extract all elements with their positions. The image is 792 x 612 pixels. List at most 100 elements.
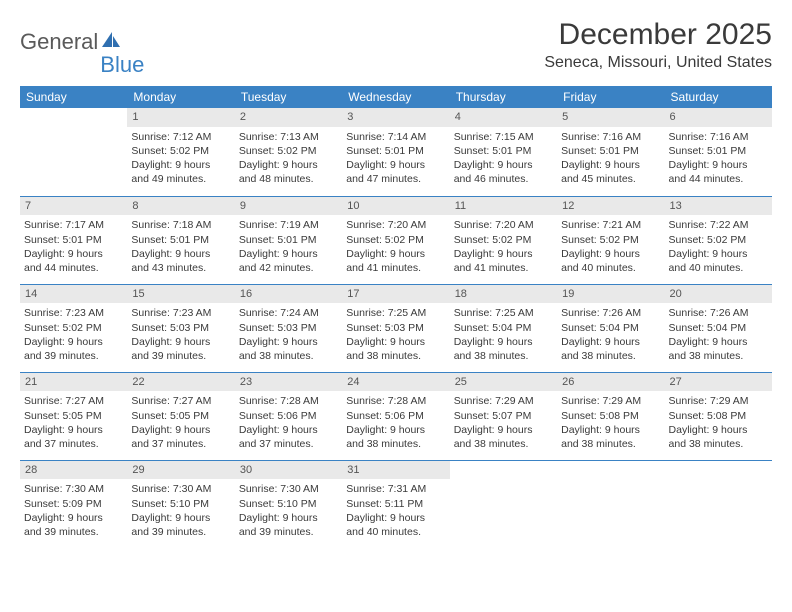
daylight-text: Daylight: 9 hours [24, 423, 123, 437]
daylight-text: Daylight: 9 hours [561, 335, 660, 349]
calendar-cell: 1Sunrise: 7:12 AMSunset: 5:02 PMDaylight… [127, 108, 234, 196]
daylight-text: Daylight: 9 hours [454, 158, 553, 172]
calendar-cell: 8Sunrise: 7:18 AMSunset: 5:01 PMDaylight… [127, 196, 234, 284]
calendar-row: 21Sunrise: 7:27 AMSunset: 5:05 PMDayligh… [20, 372, 772, 460]
day-header: Saturday [665, 86, 772, 108]
daylight-text: and 43 minutes. [131, 261, 230, 275]
daylight-text: and 37 minutes. [239, 437, 338, 451]
day-number: 13 [665, 197, 772, 216]
day-header: Monday [127, 86, 234, 108]
sunset-text: Sunset: 5:09 PM [24, 497, 123, 511]
day-number: 31 [342, 461, 449, 480]
day-header: Wednesday [342, 86, 449, 108]
calendar-cell: 13Sunrise: 7:22 AMSunset: 5:02 PMDayligh… [665, 196, 772, 284]
day-number: 21 [20, 373, 127, 392]
calendar-cell: 23Sunrise: 7:28 AMSunset: 5:06 PMDayligh… [235, 372, 342, 460]
daylight-text: Daylight: 9 hours [239, 423, 338, 437]
daylight-text: and 37 minutes. [131, 437, 230, 451]
sunrise-text: Sunrise: 7:19 AM [239, 218, 338, 232]
daylight-text: Daylight: 9 hours [346, 335, 445, 349]
sunrise-text: Sunrise: 7:30 AM [131, 482, 230, 496]
daylight-text: and 40 minutes. [346, 525, 445, 539]
daylight-text: and 38 minutes. [669, 349, 768, 363]
daylight-text: and 45 minutes. [561, 172, 660, 186]
calendar-cell: 14Sunrise: 7:23 AMSunset: 5:02 PMDayligh… [20, 284, 127, 372]
day-number: 23 [235, 373, 342, 392]
sunset-text: Sunset: 5:01 PM [239, 233, 338, 247]
day-header: Tuesday [235, 86, 342, 108]
daylight-text: Daylight: 9 hours [239, 335, 338, 349]
sunset-text: Sunset: 5:04 PM [454, 321, 553, 335]
sunset-text: Sunset: 5:01 PM [346, 144, 445, 158]
sunrise-text: Sunrise: 7:18 AM [131, 218, 230, 232]
sunrise-text: Sunrise: 7:23 AM [24, 306, 123, 320]
day-header: Sunday [20, 86, 127, 108]
day-number: 29 [127, 461, 234, 480]
daylight-text: and 38 minutes. [561, 349, 660, 363]
calendar-cell: 3Sunrise: 7:14 AMSunset: 5:01 PMDaylight… [342, 108, 449, 196]
sunrise-text: Sunrise: 7:26 AM [561, 306, 660, 320]
calendar-cell: 2Sunrise: 7:13 AMSunset: 5:02 PMDaylight… [235, 108, 342, 196]
sunrise-text: Sunrise: 7:15 AM [454, 130, 553, 144]
day-number: 10 [342, 197, 449, 216]
sunset-text: Sunset: 5:11 PM [346, 497, 445, 511]
calendar-row: 28 Sunrise: 7:30 AM Sunset: 5:09 PMDayligh… [20, 460, 772, 548]
sunrise-text: Sunrise: 7:24 AM [239, 306, 338, 320]
sail-icon [100, 30, 122, 55]
day-number: 28 [20, 461, 127, 480]
daylight-text: and 38 minutes. [561, 437, 660, 451]
calendar-row: 14Sunrise: 7:23 AMSunset: 5:02 PMDayligh… [20, 284, 772, 372]
sunset-text: Sunset: 5:03 PM [239, 321, 338, 335]
sunrise-text: Sunrise: 7:29 AM [454, 394, 553, 408]
daylight-text: and 38 minutes. [669, 437, 768, 451]
sunrise-text: Sunrise: 7:16 AM [669, 130, 768, 144]
calendar-cell: 6Sunrise: 7:16 AMSunset: 5:01 PMDaylight… [665, 108, 772, 196]
day-number: 17 [342, 285, 449, 304]
calendar-cell: 9Sunrise: 7:19 AMSunset: 5:01 PMDaylight… [235, 196, 342, 284]
daylight-text: and 39 minutes. [239, 525, 338, 539]
day-number: 24 [342, 373, 449, 392]
sunset-text: Sunset: 5:01 PM [24, 233, 123, 247]
sunrise-text: Sunrise: 7:14 AM [346, 130, 445, 144]
day-number: 1 [127, 108, 234, 127]
day-number: 27 [665, 373, 772, 392]
day-header: Friday [557, 86, 664, 108]
daylight-text: and 39 minutes. [131, 349, 230, 363]
calendar-cell: 16Sunrise: 7:24 AMSunset: 5:03 PMDayligh… [235, 284, 342, 372]
day-number: 4 [450, 108, 557, 127]
daylight-text: Daylight: 9 hours [669, 247, 768, 261]
sunset-text: Sunset: 5:02 PM [454, 233, 553, 247]
day-number: 26 [557, 373, 664, 392]
daylight-text: and 40 minutes. [561, 261, 660, 275]
header: General Blue December 2025 Seneca, Misso… [20, 18, 772, 72]
daylight-text: Daylight: 9 hours [24, 511, 123, 525]
day-number: 11 [450, 197, 557, 216]
sunrise-text: Sunrise: 7:28 AM [346, 394, 445, 408]
day-number: 15 [127, 285, 234, 304]
sunset-text: Sunset: 5:06 PM [239, 409, 338, 423]
calendar-cell: 26Sunrise: 7:29 AMSunset: 5:08 PMDayligh… [557, 372, 664, 460]
logo-word-1: General [20, 29, 98, 55]
sunset-text: Sunset: 5:04 PM [561, 321, 660, 335]
daylight-text: and 41 minutes. [454, 261, 553, 275]
calendar-cell: 28Sunrise: 7:30 AMSunset: 5:09 PMDayligh… [20, 460, 127, 548]
sunset-text: Sunset: 5:03 PM [346, 321, 445, 335]
daylight-text: Daylight: 9 hours [24, 335, 123, 349]
sunrise-text: Sunrise: 7:22 AM [669, 218, 768, 232]
calendar-cell: 18Sunrise: 7:25 AMSunset: 5:04 PMDayligh… [450, 284, 557, 372]
day-number: 9 [235, 197, 342, 216]
calendar-cell: 4Sunrise: 7:15 AMSunset: 5:01 PMDaylight… [450, 108, 557, 196]
sunrise-text: Sunrise: 7:25 AM [346, 306, 445, 320]
daylight-text: and 38 minutes. [454, 437, 553, 451]
sunset-text: Sunset: 5:10 PM [131, 497, 230, 511]
sunset-text: Sunset: 5:01 PM [131, 233, 230, 247]
daylight-text: Daylight: 9 hours [24, 247, 123, 261]
day-number: 22 [127, 373, 234, 392]
daylight-text: Daylight: 9 hours [454, 335, 553, 349]
daylight-text: Daylight: 9 hours [454, 247, 553, 261]
daylight-text: and 38 minutes. [346, 349, 445, 363]
calendar-cell: 10Sunrise: 7:20 AMSunset: 5:02 PMDayligh… [342, 196, 449, 284]
calendar-cell: 7Sunrise: 7:17 AMSunset: 5:01 PMDaylight… [20, 196, 127, 284]
daylight-text: Daylight: 9 hours [131, 423, 230, 437]
calendar-cell: 25Sunrise: 7:29 AMSunset: 5:07 PMDayligh… [450, 372, 557, 460]
